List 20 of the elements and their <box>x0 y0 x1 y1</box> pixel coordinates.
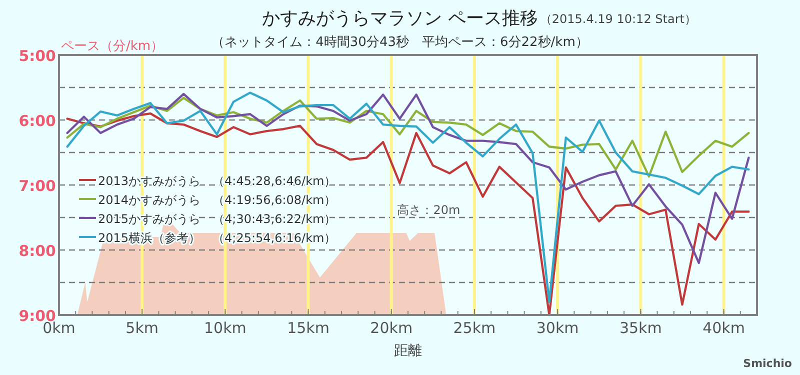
chart-subtitle: （ネットタイム：4時間30分43秒 平均ペース：6分22秒/km） <box>212 35 588 50</box>
y-axis-title: ペース（分/km） <box>61 39 164 54</box>
y-tick-label: 6:00 <box>18 112 56 130</box>
legend-label: 2015横浜（参考） （4;25:54,6:16/km） <box>98 231 336 245</box>
x-tick-label: 5km <box>126 319 159 337</box>
chart-title: かすみがうらマラソン ペース推移 <box>262 8 538 29</box>
y-tick-label: 7:00 <box>18 177 56 195</box>
x-tick-label: 25km <box>453 319 496 337</box>
y-tick-label: 5:00 <box>18 47 56 65</box>
x-tick-label: 35km <box>619 319 662 337</box>
x-tick-label: 40km <box>702 319 745 337</box>
x-tick-label: 30km <box>536 319 579 337</box>
text: Smichio <box>743 357 792 370</box>
x-tick-label: 15km <box>287 319 330 337</box>
x-axis-title: 距離 <box>394 343 422 359</box>
text: （2015.4.19 10:12 Start） <box>540 12 696 26</box>
annotation: 高さ：20m <box>397 203 460 218</box>
x-tick-label: 20km <box>370 319 413 337</box>
x-tick-label: 10km <box>204 319 246 337</box>
y-tick-label: 8:00 <box>18 242 56 260</box>
